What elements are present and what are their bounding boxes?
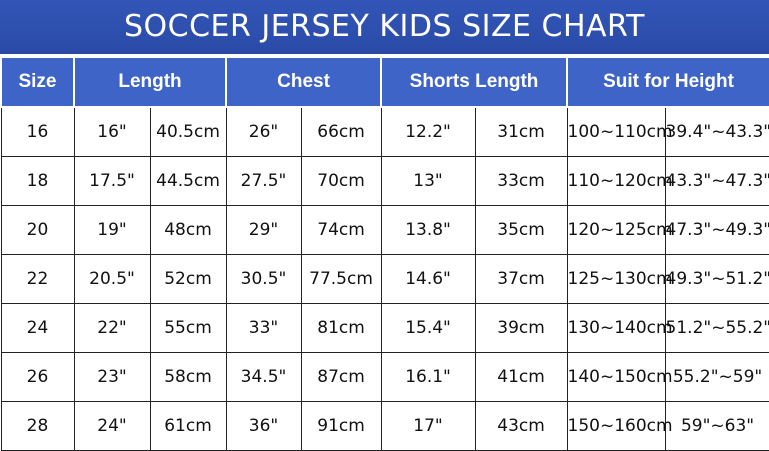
cell-height-cm: 125~130cm — [566, 254, 673, 304]
cell-shorts-in: 13" — [380, 156, 476, 206]
cell-size: 24 — [0, 303, 75, 353]
cell-shorts-in: 16.1" — [380, 352, 476, 402]
header-shorts-length: Shorts Length — [380, 56, 569, 108]
header-suit-for-height: Suit for Height — [566, 56, 769, 108]
cell-length-in: 24" — [73, 401, 151, 451]
cell-height-cm: 130~140cm — [566, 303, 673, 353]
cell-height-in: 47.3"~49.3" — [664, 205, 769, 255]
cell-height-cm: 100~110cm — [566, 106, 673, 157]
cell-length-in: 17.5" — [73, 156, 151, 206]
cell-length-in: 19" — [73, 205, 151, 255]
cell-length-in: 16" — [73, 106, 151, 157]
cell-chest-in: 27.5" — [225, 156, 302, 206]
cell-height-in: 51.2"~55.2" — [664, 303, 769, 353]
header-length: Length — [72, 56, 228, 108]
cell-height-cm: 120~125cm — [566, 205, 673, 255]
cell-chest-in: 26" — [225, 106, 302, 157]
cell-chest-cm: 70cm — [300, 156, 382, 206]
cell-shorts-in: 12.2" — [380, 106, 476, 157]
cell-chest-in: 29" — [225, 205, 302, 255]
size-table: Size Length Chest Shorts Length Suit for… — [0, 56, 769, 451]
cell-height-cm: 110~120cm — [566, 156, 673, 206]
cell-chest-cm: 77.5cm — [300, 254, 382, 304]
cell-shorts-cm: 31cm — [474, 106, 568, 157]
cell-size: 20 — [0, 205, 75, 255]
cell-length-cm: 52cm — [149, 254, 227, 304]
cell-length-cm: 58cm — [149, 352, 227, 402]
cell-size: 28 — [0, 401, 75, 451]
table-row: 28 24" 61cm 36" 91cm 17" 43cm 150~160cm 59"~63" — [0, 401, 769, 451]
cell-shorts-cm: 41cm — [474, 352, 568, 402]
cell-height-in: 43.3"~47.3" — [664, 156, 769, 206]
cell-chest-cm: 74cm — [300, 205, 382, 255]
cell-size: 26 — [0, 352, 75, 402]
table-row: 26 23" 58cm 34.5" 87cm 16.1" 41cm 140~150cm 55.2… — [0, 352, 769, 402]
cell-size: 22 — [0, 254, 75, 304]
cell-shorts-cm: 43cm — [474, 401, 568, 451]
cell-length-in: 23" — [73, 352, 151, 402]
cell-chest-in: 36" — [225, 401, 302, 451]
cell-shorts-cm: 35cm — [474, 205, 568, 255]
cell-length-cm: 55cm — [149, 303, 227, 353]
cell-length-in: 20.5" — [73, 254, 151, 304]
cell-length-cm: 48cm — [149, 205, 227, 255]
cell-chest-cm: 66cm — [300, 106, 382, 157]
chart-title: SOCCER JERSEY KIDS SIZE CHART — [0, 0, 769, 56]
cell-height-in: 49.3"~51.2" — [664, 254, 769, 304]
cell-chest-cm: 87cm — [300, 352, 382, 402]
cell-height-cm: 150~160cm — [566, 401, 673, 451]
cell-height-in: 39.4"~43.3" — [664, 106, 769, 157]
cell-shorts-cm: 39cm — [474, 303, 568, 353]
cell-chest-cm: 91cm — [300, 401, 382, 451]
cell-size: 18 — [0, 156, 75, 206]
table-row: 18 17.5" 44.5cm 27.5" 70cm 13" 33cm 110~120cm 43… — [0, 156, 769, 206]
cell-chest-cm: 81cm — [300, 303, 382, 353]
cell-size: 16 — [0, 106, 75, 157]
cell-shorts-in: 15.4" — [380, 303, 476, 353]
header-size: Size — [0, 56, 75, 108]
cell-length-cm: 40.5cm — [149, 106, 227, 157]
cell-height-cm: 140~150cm — [566, 352, 673, 402]
table-body: 16 16" 40.5cm 26" 66cm 12.2" 31cm 100~110cm 39.4… — [0, 106, 769, 451]
cell-shorts-in: 13.8" — [380, 205, 476, 255]
cell-shorts-in: 17" — [380, 401, 476, 451]
table-row: 24 22" 55cm 33" 81cm 15.4" 39cm 130~140cm 51.2"~… — [0, 303, 769, 353]
table-row: 22 20.5" 52cm 30.5" 77.5cm 14.6" 37cm 125~130cm… — [0, 254, 769, 304]
header-row: Size Length Chest Shorts Length Suit for… — [0, 56, 769, 108]
cell-length-cm: 61cm — [149, 401, 227, 451]
cell-shorts-cm: 33cm — [474, 156, 568, 206]
cell-shorts-in: 14.6" — [380, 254, 476, 304]
header-chest: Chest — [225, 56, 383, 108]
table-row: 20 19" 48cm 29" 74cm 13.8" 35cm 120~125cm 47.3"~… — [0, 205, 769, 255]
table-row: 16 16" 40.5cm 26" 66cm 12.2" 31cm 100~110cm 39.4… — [0, 106, 769, 157]
cell-height-in: 59"~63" — [664, 401, 769, 451]
cell-chest-in: 34.5" — [225, 352, 302, 402]
cell-chest-in: 33" — [225, 303, 302, 353]
cell-length-cm: 44.5cm — [149, 156, 227, 206]
cell-height-in: 55.2"~59" — [664, 352, 769, 402]
cell-shorts-cm: 37cm — [474, 254, 568, 304]
cell-length-in: 22" — [73, 303, 151, 353]
cell-chest-in: 30.5" — [225, 254, 302, 304]
